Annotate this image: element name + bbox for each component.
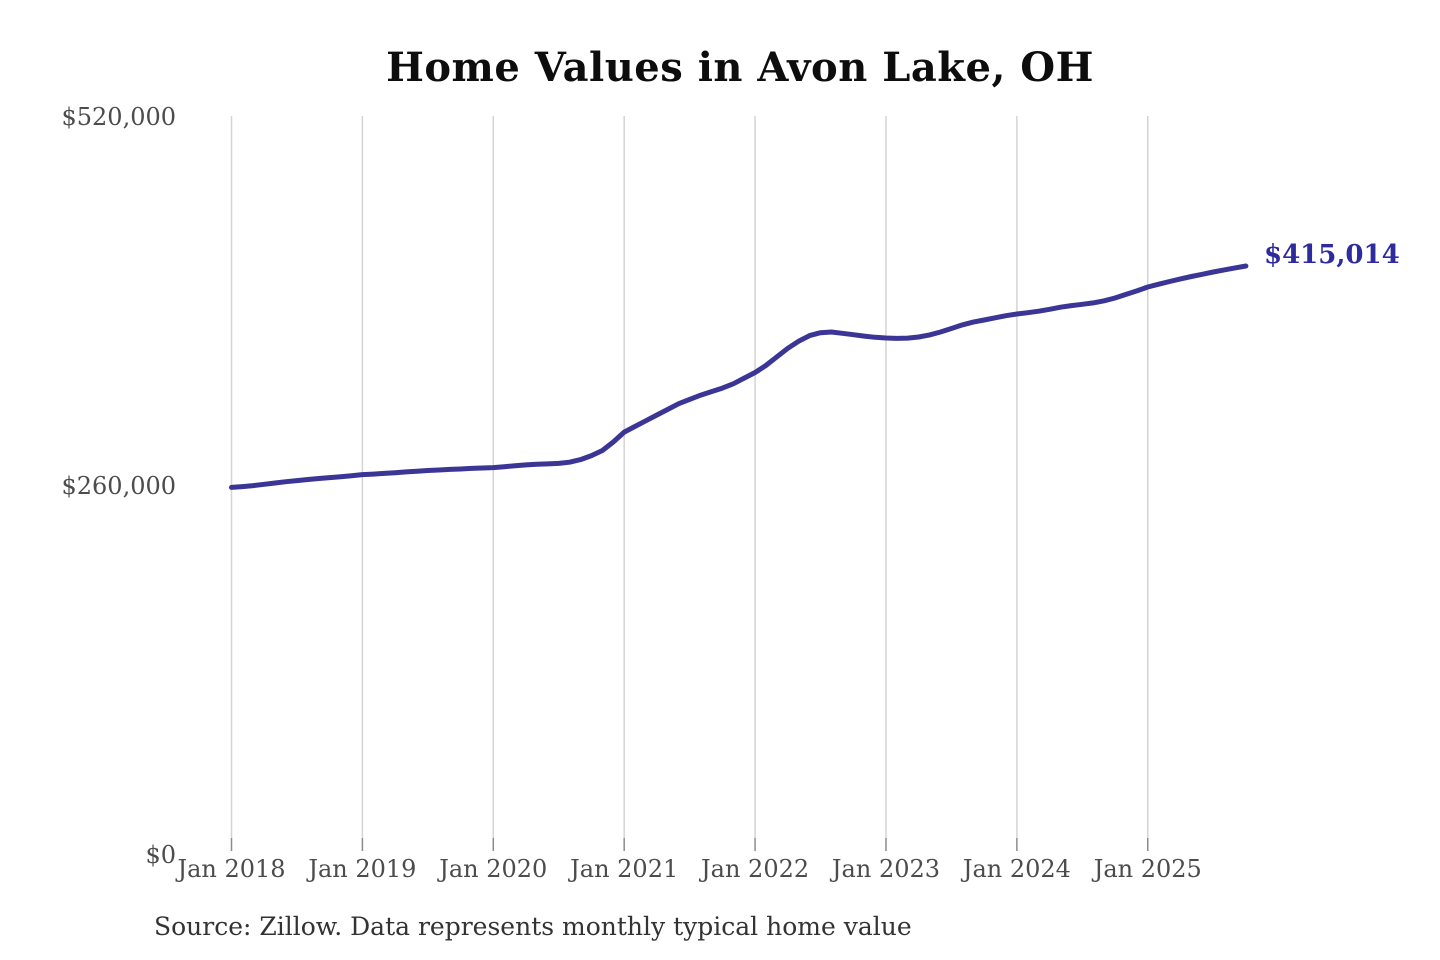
x-axis-label: Jan 2025 [1093, 855, 1202, 883]
x-axis-label: Jan 2022 [701, 855, 810, 883]
x-axis-ticks [230, 838, 1149, 851]
y-axis-label: $520,000 [61, 103, 176, 131]
x-axis-label: Jan 2020 [439, 855, 548, 883]
x-axis-label: Jan 2023 [831, 855, 941, 883]
home-value-line-series [229, 263, 1249, 490]
y-axis-label: $260,000 [61, 472, 176, 500]
source-note: Source: Zillow. Data represents monthly … [154, 912, 912, 941]
x-axis-label: Jan 2024 [962, 855, 1071, 883]
y-axis-label: $0 [145, 841, 176, 869]
x-axis-label: Jan 2019 [308, 855, 417, 883]
latest-value-label: $415,014 [1264, 240, 1400, 270]
year-gridlines [230, 116, 1149, 838]
x-axis-label: Jan 2018 [177, 855, 286, 883]
x-axis-label: Jan 2021 [570, 855, 679, 883]
chart-title: Home Values in Avon Lake, OH [386, 44, 1094, 91]
